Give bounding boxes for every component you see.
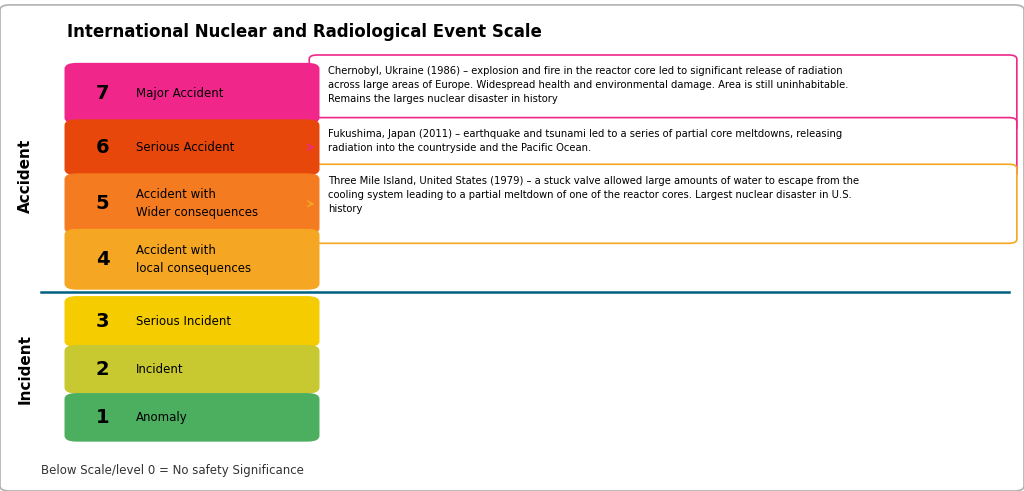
Text: Major Accident: Major Accident <box>136 87 223 100</box>
Text: Chernobyl, Ukraine (1986) – explosion and fire in the reactor core led to signif: Chernobyl, Ukraine (1986) – explosion an… <box>328 66 848 104</box>
FancyBboxPatch shape <box>65 229 319 290</box>
Text: Incident: Incident <box>136 363 184 376</box>
Text: Three Mile Island, United States (1979) – a stuck valve allowed large amounts of: Three Mile Island, United States (1979) … <box>328 176 859 214</box>
Text: Accident with
local consequences: Accident with local consequences <box>136 244 251 275</box>
FancyBboxPatch shape <box>65 345 319 394</box>
Text: 4: 4 <box>95 250 110 269</box>
FancyBboxPatch shape <box>65 119 319 175</box>
Text: Serious Incident: Serious Incident <box>136 315 231 328</box>
Text: Fukushima, Japan (2011) – earthquake and tsunami led to a series of partial core: Fukushima, Japan (2011) – earthquake and… <box>328 129 842 153</box>
FancyBboxPatch shape <box>65 296 319 347</box>
Text: Incident: Incident <box>18 334 33 404</box>
Text: International Nuclear and Radiological Event Scale: International Nuclear and Radiological E… <box>67 23 542 41</box>
FancyBboxPatch shape <box>65 63 319 124</box>
FancyBboxPatch shape <box>309 118 1017 177</box>
Text: Anomaly: Anomaly <box>136 411 188 424</box>
Text: 6: 6 <box>95 138 110 157</box>
FancyBboxPatch shape <box>309 164 1017 244</box>
Text: 5: 5 <box>95 194 110 213</box>
Text: Accident: Accident <box>18 139 33 214</box>
Text: Accident with
Wider consequences: Accident with Wider consequences <box>136 188 258 219</box>
FancyBboxPatch shape <box>0 5 1024 491</box>
Text: Below Scale/level 0 = No safety Significance: Below Scale/level 0 = No safety Signific… <box>41 464 304 477</box>
Text: 2: 2 <box>95 360 110 379</box>
Text: 1: 1 <box>95 408 110 427</box>
FancyBboxPatch shape <box>309 55 1017 132</box>
Text: 3: 3 <box>95 312 110 331</box>
FancyBboxPatch shape <box>65 173 319 234</box>
FancyBboxPatch shape <box>65 393 319 442</box>
Text: 7: 7 <box>95 84 110 103</box>
Text: Serious Accident: Serious Accident <box>136 141 234 154</box>
